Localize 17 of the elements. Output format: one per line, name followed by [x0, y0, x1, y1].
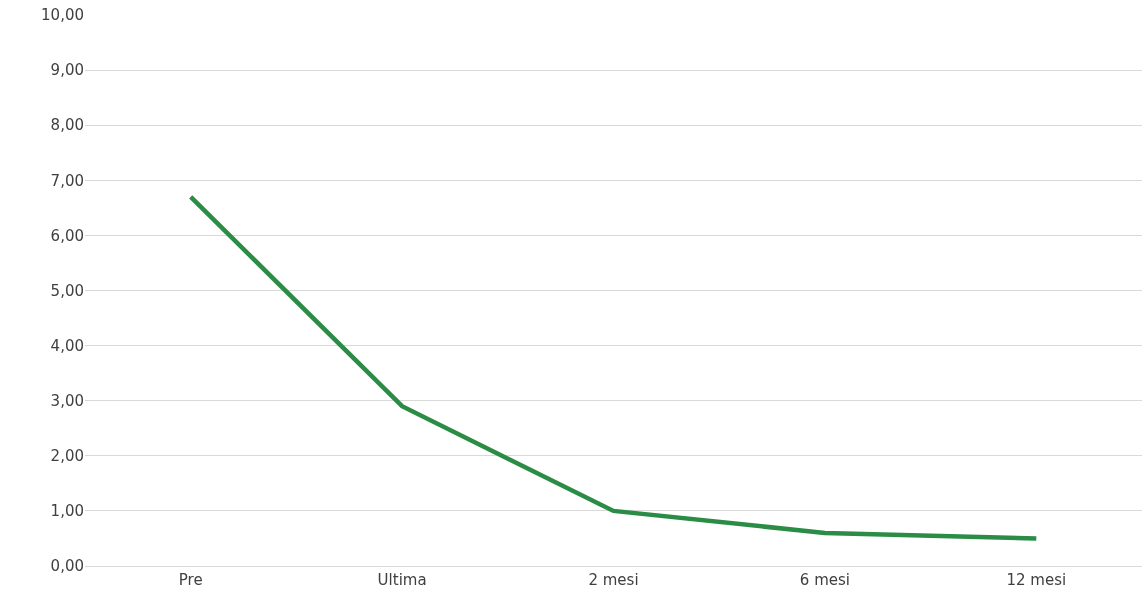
line-series — [188, 194, 1039, 541]
y-tick-label: 0,00 — [50, 557, 84, 576]
x-tick-label: Pre — [178, 571, 203, 589]
x-tick-label: Ultima — [377, 571, 427, 589]
y-tick-label: 1,00 — [50, 502, 84, 521]
y-tick-label: 9,00 — [50, 61, 84, 80]
y-tick-label: 4,00 — [50, 336, 84, 355]
y-tick-label: 8,00 — [50, 116, 84, 135]
x-tick-label: 12 mesi — [1006, 571, 1067, 589]
y-tick-label: 10,00 — [41, 6, 84, 25]
y-tick-label: 3,00 — [50, 391, 84, 410]
x-tick-label: 2 mesi — [588, 571, 639, 589]
x-tick-label: 6 mesi — [799, 571, 850, 589]
y-tick-label: 7,00 — [50, 171, 84, 190]
y-tick-label: 2,00 — [50, 447, 84, 466]
y-tick-label: 6,00 — [50, 226, 84, 245]
y-tick-label: 5,00 — [50, 281, 84, 300]
